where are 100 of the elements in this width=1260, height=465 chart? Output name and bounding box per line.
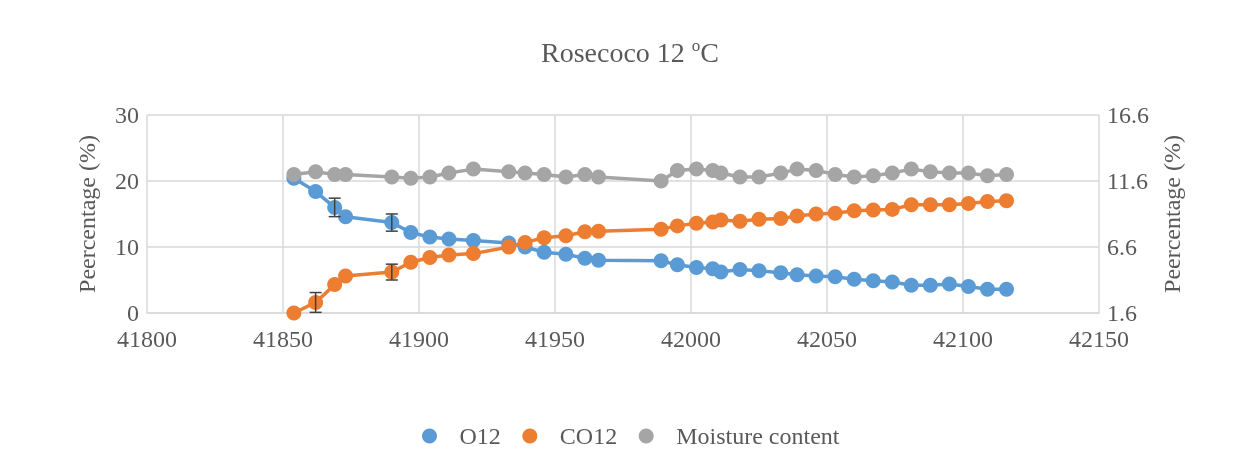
point — [338, 209, 354, 225]
point — [591, 223, 607, 239]
point — [465, 232, 481, 248]
point — [808, 206, 824, 222]
point — [846, 203, 862, 219]
point — [827, 205, 843, 221]
point — [999, 193, 1015, 209]
point — [980, 193, 995, 209]
point — [441, 231, 457, 247]
point — [669, 257, 685, 273]
point — [558, 228, 574, 244]
y-tick-label: 0 — [127, 300, 139, 326]
point — [789, 161, 805, 177]
y2-tick-label: 6.6 — [1107, 234, 1137, 260]
point — [653, 221, 669, 237]
point — [960, 165, 976, 181]
point — [922, 197, 938, 213]
point — [536, 230, 552, 246]
point — [773, 211, 789, 227]
point — [403, 170, 419, 186]
point — [517, 165, 533, 181]
x-tick-label: 42100 — [933, 326, 993, 352]
point — [789, 267, 805, 283]
point — [536, 166, 552, 182]
point — [558, 246, 574, 262]
point — [422, 229, 438, 245]
point — [403, 224, 419, 240]
point — [941, 276, 957, 292]
point — [732, 213, 748, 229]
x-tick-label: 41950 — [525, 326, 585, 352]
point — [338, 268, 354, 284]
x-tick-label: 41800 — [117, 326, 177, 352]
point — [713, 264, 729, 280]
point — [999, 281, 1015, 297]
point — [713, 165, 729, 181]
point — [517, 234, 533, 250]
point — [501, 164, 517, 180]
point — [688, 215, 704, 231]
point — [751, 169, 767, 185]
point — [669, 162, 685, 178]
point — [732, 169, 748, 185]
point — [577, 166, 593, 182]
point — [338, 166, 354, 182]
point — [327, 277, 343, 293]
point — [577, 224, 593, 240]
point — [465, 246, 481, 262]
point — [286, 305, 302, 321]
point — [465, 161, 481, 177]
point — [827, 166, 843, 182]
point — [884, 201, 900, 217]
point — [846, 271, 862, 287]
point — [773, 265, 789, 281]
legend-label: Moisture content — [676, 423, 840, 449]
point — [922, 277, 938, 293]
point — [941, 197, 957, 213]
point — [384, 169, 400, 185]
y-tick-label: 20 — [115, 168, 139, 194]
y2-tick-label: 1.6 — [1107, 300, 1137, 326]
point — [903, 197, 919, 213]
point — [922, 164, 938, 180]
point — [536, 244, 552, 260]
point — [980, 281, 995, 297]
legend-label: O12 — [459, 423, 501, 449]
point — [688, 259, 704, 275]
point — [577, 250, 593, 266]
point — [846, 169, 862, 185]
point — [865, 273, 881, 289]
point — [999, 166, 1015, 182]
y2-tick-label: 11.6 — [1107, 168, 1149, 194]
x-tick-label: 42150 — [1069, 326, 1129, 352]
x-tick-label: 42000 — [661, 326, 721, 352]
point — [941, 165, 957, 181]
point — [865, 168, 881, 184]
point — [903, 277, 919, 293]
point — [653, 253, 669, 269]
point — [884, 274, 900, 290]
legend-label: CO12 — [559, 423, 618, 449]
y2-axis-title: Peercentage (%) — [1158, 135, 1185, 293]
x-tick-label: 41900 — [389, 326, 449, 352]
point — [960, 279, 976, 295]
y-tick-label: 30 — [115, 102, 139, 128]
point — [422, 169, 438, 185]
point — [591, 252, 607, 268]
point — [751, 211, 767, 227]
point — [808, 268, 824, 284]
point — [827, 269, 843, 285]
point — [501, 239, 517, 255]
y-tick-label: 10 — [115, 234, 139, 260]
point — [884, 165, 900, 181]
point — [441, 165, 457, 181]
point — [903, 161, 919, 177]
point — [751, 263, 767, 279]
point — [403, 254, 419, 270]
y2-tick-label: 16.6 — [1107, 102, 1149, 128]
point — [789, 208, 805, 224]
point — [732, 261, 748, 277]
point — [808, 162, 824, 178]
point — [669, 218, 685, 234]
point — [713, 212, 729, 228]
y-axis-title: Peercentage (%) — [74, 135, 100, 293]
